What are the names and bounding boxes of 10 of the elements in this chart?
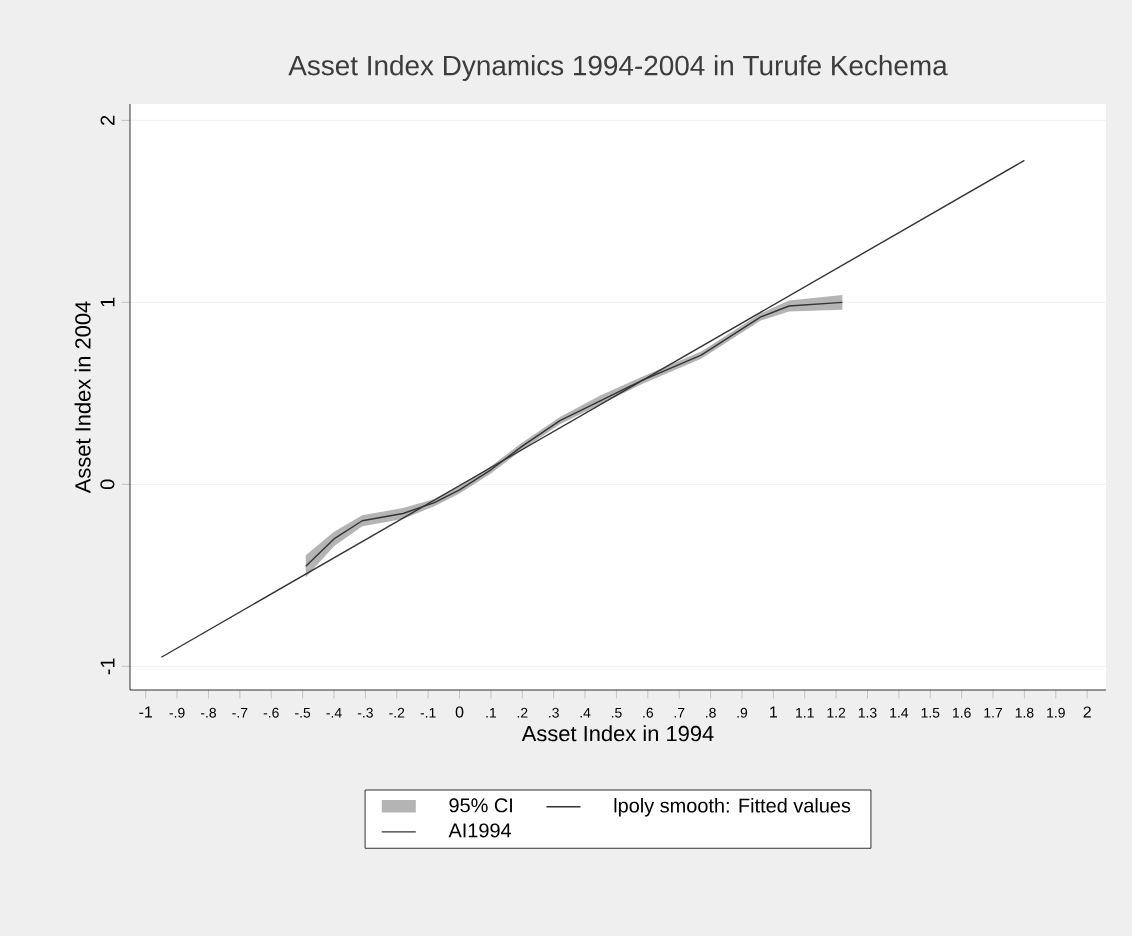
legend-label: AI1994 bbox=[448, 823, 512, 838]
y-tick-label: 0 bbox=[100, 479, 115, 490]
y-tick-label: -1 bbox=[100, 658, 115, 675]
text: 95% CI bbox=[449, 798, 512, 813]
y-axis-title: Asset Index in 2004 bbox=[74, 301, 91, 494]
y-tick-label: 2 bbox=[100, 115, 115, 125]
x-axis-title: Asset Index in 1994 bbox=[521, 725, 714, 742]
legend-label: lpoly smooth: Fitted values bbox=[614, 797, 851, 817]
y-tick-label: 1 bbox=[100, 297, 115, 307]
chart-title: Asset Index Dynamics 1994-2004 in Turufe Kechema bbox=[288, 55, 948, 81]
